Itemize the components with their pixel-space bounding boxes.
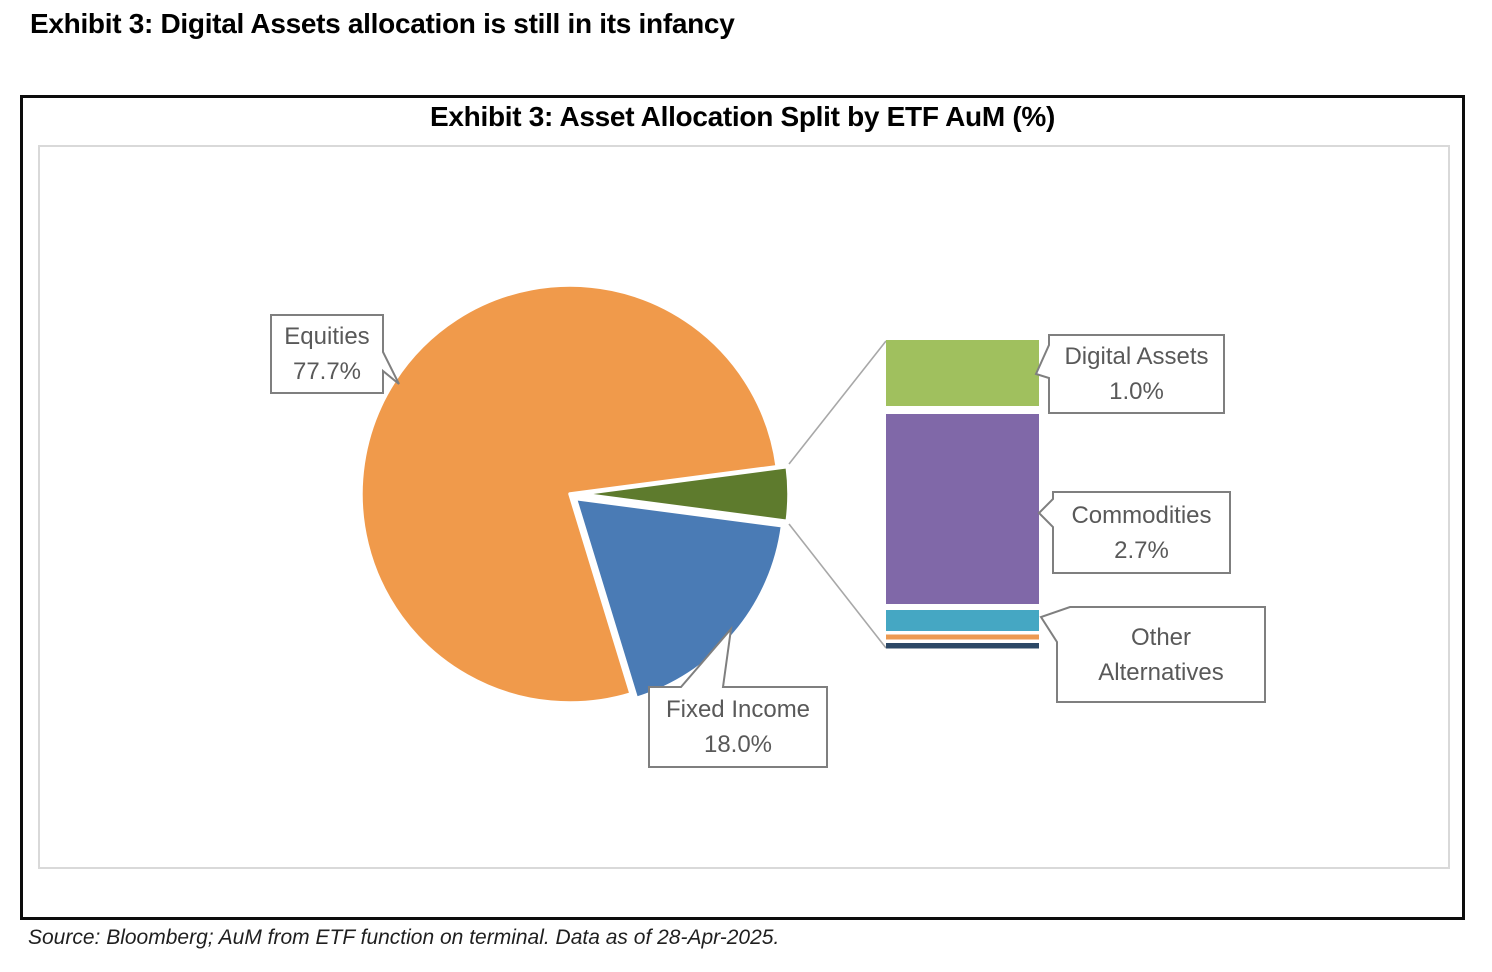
bar-segment-digital-assets: [886, 340, 1039, 406]
data-label-commodities-name: Commodities: [1071, 501, 1212, 529]
pie-slice-other-group: [578, 464, 791, 524]
data-label-digital-assets-name: Digital Assets: [1064, 343, 1209, 370]
callout-bubble-commodities: [1037, 491, 1231, 574]
data-label-equities-name: Equities: [284, 323, 370, 350]
connector-line-bottom: [788, 523, 887, 649]
data-label-fixed-income: Fixed Income 18.0%: [649, 687, 827, 767]
data-label-digital-assets-value: 1.0%: [1109, 378, 1164, 405]
data-label-other-alternatives: Other Alternatives: [1057, 607, 1265, 702]
data-label-commodities-value: 2.7%: [1114, 536, 1169, 564]
bar-segment-other-alt-teal: [886, 610, 1039, 631]
callout-bubble-fixed-income: [648, 625, 828, 768]
data-label-digital-assets: Digital Assets 1.0%: [1049, 335, 1224, 413]
callout-bubble-equities: [270, 314, 400, 394]
bar-segment-other-alt-navy: [886, 643, 1039, 649]
data-label-fixed-income-name: Fixed Income: [665, 696, 811, 723]
page-heading: Exhibit 3: Digital Assets allocation is …: [30, 8, 735, 39]
callout-bubble-other-alternatives: [1039, 606, 1266, 703]
data-label-equities: Equities 77.7%: [271, 315, 383, 393]
bar-segment-other-alt-orange: [886, 634, 1039, 640]
data-label-other-alternatives-line1: Other: [1130, 623, 1192, 651]
callout-bubble-digital-assets: [1034, 334, 1225, 414]
data-label-other-alternatives-line2: Alternatives: [1098, 658, 1224, 686]
bar-segment-commodities: [886, 414, 1039, 604]
source-note: Source: Bloomberg; AuM from ETF function…: [28, 926, 780, 949]
data-label-commodities: Commodities 2.7%: [1053, 492, 1230, 573]
connector-line-top: [788, 340, 887, 465]
data-label-fixed-income-value: 18.0%: [703, 731, 773, 758]
chart-title: Exhibit 3: Asset Allocation Split by ETF…: [430, 101, 1055, 132]
data-label-equities-value: 77.7%: [292, 358, 362, 385]
